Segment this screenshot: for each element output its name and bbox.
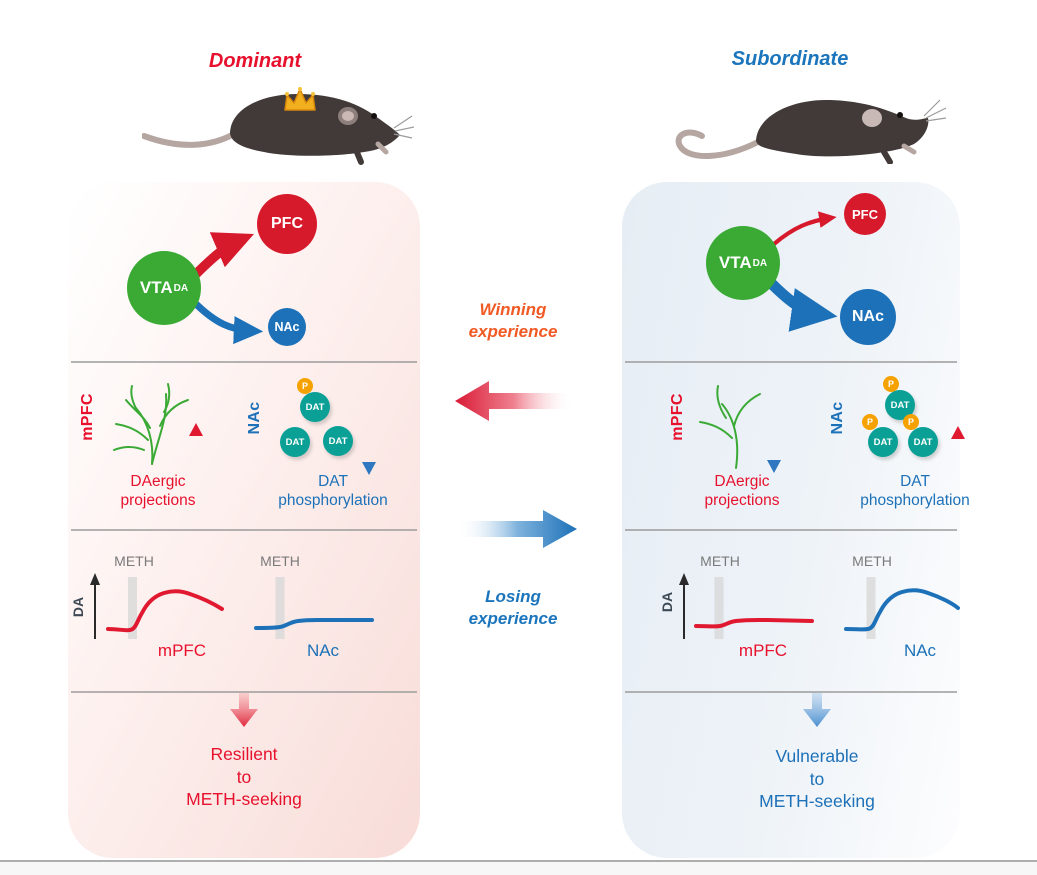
meth-infusion-bar bbox=[128, 577, 137, 639]
dominant-mouse-icon bbox=[142, 94, 414, 165]
dat-molecule: DAT bbox=[280, 427, 310, 457]
decrease-arrow-icon bbox=[362, 432, 376, 475]
da-release-graphs bbox=[679, 573, 960, 639]
resilient-outcome: Resilient to METH-seeking bbox=[186, 744, 302, 809]
meth-label: METH bbox=[260, 553, 300, 569]
winning-experience-label: Winning experience bbox=[468, 300, 558, 341]
daergic-projections-caption: DAergic projections bbox=[120, 473, 196, 509]
phospho-badge: P bbox=[883, 376, 899, 392]
dat-molecule: DAT bbox=[868, 427, 898, 457]
divider bbox=[71, 691, 417, 693]
mpfc-da-trace-small bbox=[694, 617, 814, 629]
subordinate-title: Subordinate bbox=[731, 48, 849, 70]
increase-arrow-icon bbox=[189, 423, 203, 468]
strong-nac-arrow bbox=[766, 278, 838, 332]
dat-molecule: DAT bbox=[300, 392, 330, 422]
da-axis-label: DA bbox=[70, 596, 86, 618]
da-release-graphs bbox=[90, 573, 374, 639]
outcome-arrow-icon bbox=[803, 693, 831, 727]
dat-phosphorylation-caption: DAT phosphorylation bbox=[860, 473, 970, 509]
outcome-arrow-icon bbox=[230, 693, 258, 727]
mpfc-da-trace-large bbox=[106, 589, 224, 633]
phospho-badge: P bbox=[297, 378, 313, 394]
divider bbox=[71, 361, 417, 363]
subordinate-panel: VTA DA PFC NAc mPFC DAergic projections NA… bbox=[622, 182, 970, 858]
da-axis-label: DA bbox=[659, 591, 675, 613]
meth-infusion-bar bbox=[275, 577, 285, 639]
weak-pfc-arrow bbox=[771, 211, 837, 247]
divider bbox=[625, 691, 957, 693]
nac-da-trace-large bbox=[844, 588, 960, 632]
nac-node: NAc bbox=[840, 289, 896, 345]
nac-region-label: NAc bbox=[246, 401, 263, 435]
page-margin bbox=[0, 862, 1037, 875]
dense-dendrites-icon bbox=[113, 383, 189, 465]
winning-arrow-icon bbox=[455, 381, 573, 421]
dat-phosphorylation-caption: DAT phosphorylation bbox=[278, 473, 388, 509]
weak-nac-arrow bbox=[190, 298, 264, 345]
mpfc-graph-label: mPFC bbox=[157, 641, 207, 660]
dominant-panel: VTA DA PFC NAc mPFC DAergic projections NA… bbox=[68, 182, 420, 858]
vta-node: VTA DA bbox=[127, 251, 201, 325]
divider bbox=[625, 529, 957, 531]
vta-projection-arrows bbox=[189, 232, 264, 345]
divider bbox=[71, 529, 417, 531]
nac-graph-label: NAc bbox=[306, 641, 340, 660]
nac-graph-label: NAc bbox=[903, 641, 937, 660]
phospho-badge: P bbox=[903, 414, 919, 430]
mpfc-region-label: mPFC bbox=[669, 393, 686, 441]
meth-label: METH bbox=[852, 553, 892, 569]
increase-arrow-icon bbox=[951, 426, 965, 473]
dat-molecule: DAT bbox=[323, 426, 353, 456]
vta-projection-arrows bbox=[766, 211, 838, 332]
mpfc-graph-label: mPFC bbox=[738, 641, 788, 660]
meth-label: METH bbox=[114, 553, 154, 569]
meth-label: METH bbox=[700, 553, 740, 569]
strong-pfc-arrow bbox=[189, 232, 254, 281]
vta-node: VTA DA bbox=[706, 226, 780, 300]
daergic-projections-caption: DAergic projections bbox=[704, 473, 780, 509]
nac-da-trace-small bbox=[254, 617, 374, 630]
page-divider bbox=[0, 860, 1037, 862]
dat-molecule: DAT bbox=[908, 427, 938, 457]
divider bbox=[625, 361, 957, 363]
meth-infusion-bar bbox=[714, 577, 724, 639]
decrease-arrow-icon bbox=[767, 430, 781, 473]
phospho-badge: P bbox=[862, 414, 878, 430]
mpfc-region-label: mPFC bbox=[79, 393, 96, 441]
subordinate-mouse-icon bbox=[675, 99, 947, 164]
crown-icon bbox=[284, 87, 316, 111]
pfc-node: PFC bbox=[844, 193, 886, 235]
meth-infusion-bar bbox=[866, 577, 876, 639]
dominant-title: Dominant bbox=[208, 50, 302, 72]
nac-region-label: NAc bbox=[829, 401, 846, 435]
losing-arrow-icon bbox=[457, 510, 577, 548]
vulnerable-outcome: Vulnerable to METH-seeking bbox=[759, 746, 875, 811]
sparse-dendrites-icon bbox=[699, 385, 761, 469]
nac-node: NAc bbox=[268, 308, 306, 346]
pfc-node: PFC bbox=[257, 194, 317, 254]
losing-experience-label: Losing experience bbox=[468, 587, 558, 628]
